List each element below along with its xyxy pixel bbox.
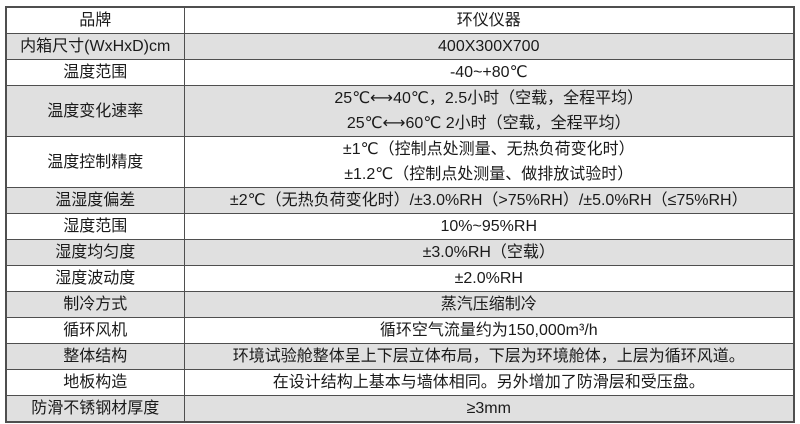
spec-value-cell: 蒸汽压缩制冷 bbox=[183, 291, 795, 318]
spec-label-cell: 湿度波动度 bbox=[5, 265, 185, 292]
spec-label: 温度变化速率 bbox=[47, 102, 144, 120]
spec-table-body: 品牌 环仪仪器 内箱尺寸(WxHxD)cm 400X300X700 温度范围 -… bbox=[5, 6, 795, 423]
spec-label: 温度范围 bbox=[63, 64, 128, 81]
spec-value-line: ±2℃（无热负荷变化时）/±3.0%RH（>75%RH）/±5.0%RH（≤75… bbox=[229, 192, 748, 209]
spec-value-line: 25℃⟷40℃，2.5小时（空载，全程平均） bbox=[334, 90, 644, 107]
spec-label: 循环风机 bbox=[63, 322, 128, 339]
spec-value-cell: -40~+80℃ bbox=[183, 59, 795, 86]
spec-value-cell: 400X300X700 bbox=[183, 33, 795, 60]
spec-label-cell: 温湿度偏差 bbox=[5, 187, 185, 214]
table-row: 湿度均匀度 ±3.0%RH（空载） bbox=[5, 239, 795, 266]
spec-label: 温湿度偏差 bbox=[55, 192, 136, 209]
spec-value-line: ±1.2℃（控制点处测量、做排放试验时） bbox=[344, 166, 634, 183]
table-row: 防滑不锈钢材厚度 ≥3mm bbox=[5, 395, 795, 423]
spec-value-cell: 循环空气流量约为150,000m³/h bbox=[183, 317, 795, 344]
spec-label-cell: 地板构造 bbox=[5, 369, 185, 396]
spec-value-line: 环境试验舱整体呈上下层立体布局，下层为环境舱体，上层为循环风道。 bbox=[232, 348, 745, 365]
table-row: 品牌 环仪仪器 bbox=[5, 6, 795, 34]
spec-value-line: 循环空气流量约为150,000m³/h bbox=[379, 322, 598, 339]
table-row: 循环风机 循环空气流量约为150,000m³/h bbox=[5, 317, 795, 344]
table-row: 制冷方式 蒸汽压缩制冷 bbox=[5, 291, 795, 318]
spec-value-line: 25℃⟷60℃ 2小时（空载，全程平均） bbox=[346, 115, 631, 132]
spec-value-cell: 环仪仪器 bbox=[183, 6, 795, 34]
spec-label-cell: 整体结构 bbox=[5, 343, 185, 370]
spec-label: 防滑不锈钢材厚度 bbox=[31, 400, 160, 417]
spec-label-cell: 温度变化速率 bbox=[5, 85, 185, 137]
table-row: 内箱尺寸(WxHxD)cm 400X300X700 bbox=[5, 33, 795, 60]
spec-label-cell: 品牌 bbox=[5, 6, 185, 34]
spec-value-cell: ≥3mm bbox=[183, 395, 795, 423]
spec-value-line: 环仪仪器 bbox=[456, 12, 521, 29]
spec-value-line: 在设计结构上基本与墙体相同。另外增加了防滑层和受压盘。 bbox=[272, 374, 705, 391]
spec-value-cell: 10%~95%RH bbox=[183, 213, 795, 240]
spec-value-line: 蒸汽压缩制冷 bbox=[440, 296, 537, 313]
spec-value-line: ±3.0%RH（空载） bbox=[422, 244, 555, 261]
spec-value-line: 400X300X700 bbox=[438, 38, 540, 55]
spec-label-cell: 湿度均匀度 bbox=[5, 239, 185, 266]
spec-label: 湿度均匀度 bbox=[55, 244, 136, 261]
spec-label: 品牌 bbox=[79, 12, 112, 29]
table-row: 温度变化速率 25℃⟷40℃，2.5小时（空载，全程平均） 25℃⟷60℃ 2小时… bbox=[5, 85, 795, 137]
table-row: 整体结构 环境试验舱整体呈上下层立体布局，下层为环境舱体，上层为循环风道。 bbox=[5, 343, 795, 370]
spec-value-cell: ±3.0%RH（空载） bbox=[183, 239, 795, 266]
spec-value-line: 10%~95%RH bbox=[440, 218, 538, 235]
spec-label: 地板构造 bbox=[63, 374, 128, 391]
table-row: 湿度范围 10%~95%RH bbox=[5, 213, 795, 240]
spec-value-line: -40~+80℃ bbox=[449, 64, 528, 81]
spec-table: 品牌 环仪仪器 内箱尺寸(WxHxD)cm 400X300X700 温度范围 -… bbox=[5, 6, 795, 423]
spec-value-cell: ±2℃（无热负荷变化时）/±3.0%RH（>75%RH）/±5.0%RH（≤75… bbox=[183, 187, 795, 214]
table-row: 地板构造 在设计结构上基本与墙体相同。另外增加了防滑层和受压盘。 bbox=[5, 369, 795, 396]
table-row: 温度范围 -40~+80℃ bbox=[5, 59, 795, 86]
spec-label-cell: 内箱尺寸(WxHxD)cm bbox=[5, 33, 185, 60]
spec-label: 温度控制精度 bbox=[47, 153, 144, 171]
spec-label-cell: 防滑不锈钢材厚度 bbox=[5, 395, 185, 423]
spec-label: 内箱尺寸(WxHxD)cm bbox=[20, 38, 171, 55]
spec-label-cell: 湿度范围 bbox=[5, 213, 185, 240]
table-row: 湿度波动度 ±2.0%RH bbox=[5, 265, 795, 292]
spec-label: 湿度波动度 bbox=[55, 270, 136, 287]
spec-label: 整体结构 bbox=[63, 348, 128, 365]
spec-label-cell: 温度范围 bbox=[5, 59, 185, 86]
spec-value-cell: ±1℃（控制点处测量、无热负荷变化时） ±1.2℃（控制点处测量、做排放试验时） bbox=[183, 136, 795, 188]
table-row: 温湿度偏差 ±2℃（无热负荷变化时）/±3.0%RH（>75%RH）/±5.0%… bbox=[5, 187, 795, 214]
spec-value-cell: ±2.0%RH bbox=[183, 265, 795, 292]
table-row: 温度控制精度 ±1℃（控制点处测量、无热负荷变化时） ±1.2℃（控制点处测量、做… bbox=[5, 136, 795, 188]
spec-value-line: ≥3mm bbox=[466, 400, 511, 417]
spec-value-cell: 在设计结构上基本与墙体相同。另外增加了防滑层和受压盘。 bbox=[183, 369, 795, 396]
spec-label: 湿度范围 bbox=[63, 218, 128, 235]
spec-label-cell: 循环风机 bbox=[5, 317, 185, 344]
spec-value-cell: 25℃⟷40℃，2.5小时（空载，全程平均） 25℃⟷60℃ 2小时（空载，全程平… bbox=[183, 85, 795, 137]
spec-value-cell: 环境试验舱整体呈上下层立体布局，下层为环境舱体，上层为循环风道。 bbox=[183, 343, 795, 370]
spec-value-line: ±1℃（控制点处测量、无热负荷变化时） bbox=[342, 141, 635, 158]
spec-label: 制冷方式 bbox=[63, 296, 128, 313]
spec-label-cell: 制冷方式 bbox=[5, 291, 185, 318]
spec-value-line: ±2.0%RH bbox=[454, 270, 523, 287]
spec-label-cell: 温度控制精度 bbox=[5, 136, 185, 188]
